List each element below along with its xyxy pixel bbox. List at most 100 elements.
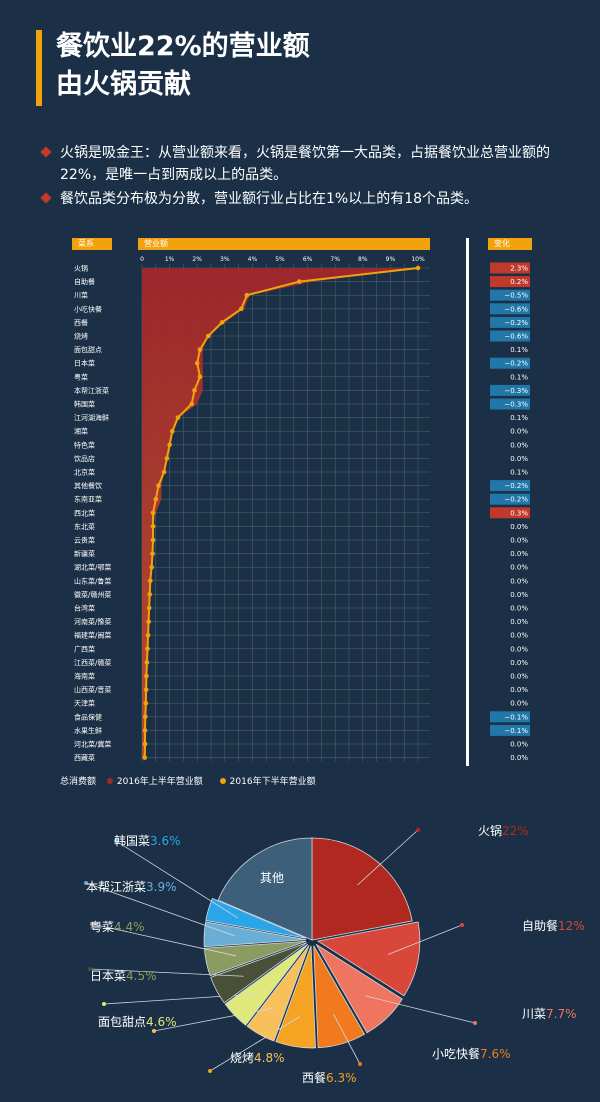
pie-leader-line	[91, 923, 237, 957]
series-h2-point	[189, 401, 194, 407]
series-h2-point	[150, 551, 155, 556]
change-badge	[490, 262, 530, 274]
change-badge	[490, 276, 530, 288]
pie-slice-percent: 4.4%	[114, 920, 145, 934]
change-value: 0.0%	[510, 441, 528, 449]
pie-slice	[210, 942, 307, 1004]
pie-slice-percent: 4.6%	[146, 1015, 177, 1029]
pie-leader-dot	[358, 1062, 362, 1066]
series-h2-point	[147, 592, 153, 597]
category-label: 东南亚菜	[74, 495, 102, 504]
category-label: 河南菜/豫菜	[74, 617, 111, 626]
series-h2-point	[167, 442, 172, 448]
category-label: 山东菜/鲁菜	[74, 576, 111, 585]
change-badge	[490, 330, 530, 342]
category-label: 广西菜	[74, 644, 95, 653]
series-h2-point	[161, 469, 167, 475]
bullet-item: 餐饮品类分布极为分散，营业额行业占比在1%以上的有18个品类。	[40, 188, 570, 210]
series-h2-point	[239, 306, 244, 312]
x-tick-label: 3%	[220, 256, 230, 263]
category-label: 火锅	[74, 264, 88, 273]
pie-slice-label: 面包甜点4.6%	[98, 1015, 177, 1029]
change-header: 变化	[488, 238, 532, 250]
pie-slice-label: 小吃快餐7.6%	[432, 1046, 511, 1061]
change-value: 0.0%	[510, 645, 528, 653]
change-value: 0.0%	[510, 455, 528, 463]
change-value: 0.3%	[510, 509, 528, 517]
series-h2-point	[197, 374, 203, 380]
legend-title: 总消费额	[60, 777, 97, 787]
pie-leader-dot	[152, 1029, 156, 1033]
category-label: 食品保健	[74, 712, 102, 721]
x-tick-label: 10%	[411, 256, 425, 263]
bullet-list: 火锅是吸金王：从营业额来看，火锅是餐饮第一大品类，占据餐饮业总营业额的22%，是…	[40, 142, 570, 212]
pie-leader-dot	[208, 1069, 212, 1073]
category-label: 北京菜	[74, 468, 95, 477]
change-value: 0.0%	[510, 673, 528, 681]
bullet-text: 火锅是吸金王：从营业额来看，火锅是餐饮第一大品类，占据餐饮业总营业额的22%，是…	[60, 145, 550, 183]
diamond-icon	[40, 146, 52, 158]
legend-h1-label: 2016年上半年营业额	[116, 777, 203, 787]
category-label: 云贵菜	[74, 536, 95, 545]
pie-slice	[316, 921, 421, 997]
change-badge	[490, 303, 530, 315]
category-header: 菜系	[72, 238, 112, 250]
pie-slice-percent: 7.7%	[546, 1007, 577, 1021]
series-h2-point	[143, 700, 149, 706]
pie-leader-dot	[84, 881, 88, 885]
series-h2-point	[146, 619, 151, 624]
pie-leader-line	[387, 924, 463, 955]
category-label: 西藏菜	[74, 753, 95, 762]
series-h2-point	[297, 279, 302, 284]
change-value: 0.0%	[510, 591, 528, 599]
change-value: 0.0%	[510, 564, 528, 572]
change-value: −0.1%	[504, 713, 528, 721]
category-label: 天津菜	[74, 699, 95, 708]
pie-slice-label: 火锅22%	[478, 823, 529, 838]
change-value: −0.2%	[504, 319, 528, 327]
series-h2-point	[144, 660, 150, 665]
revenue-header: 营业额	[138, 238, 430, 250]
change-badge	[490, 493, 530, 505]
series-h2-point	[205, 333, 211, 339]
pie-slice-name: 自助餐	[522, 918, 558, 933]
category-label: 本帮江浙菜	[74, 386, 109, 395]
change-value: −0.2%	[504, 496, 528, 504]
pie-slice	[275, 945, 316, 1049]
category-label: 川菜	[74, 291, 88, 300]
pie-slice-percent: 22%	[502, 824, 529, 838]
category-label: 韩国菜	[74, 400, 95, 409]
x-tick-label: 9%	[386, 256, 396, 263]
pie-slice	[313, 945, 366, 1049]
pie-slice-label: 日本菜4.5%	[90, 969, 157, 983]
pie-leader-line	[365, 995, 476, 1024]
category-label: 饮品店	[74, 454, 95, 463]
series-h2-point	[244, 292, 250, 298]
pie-slice-name: 火锅	[478, 823, 502, 838]
change-badge	[490, 480, 530, 492]
change-badge	[490, 398, 530, 410]
legend-h2-marker	[219, 777, 226, 784]
series-h2-point	[149, 564, 154, 570]
pie-leader-line	[209, 1016, 301, 1072]
x-tick-label: 6%	[303, 256, 313, 263]
pie-slice-percent: 7.6%	[480, 1047, 511, 1061]
change-value: −0.2%	[504, 360, 528, 368]
change-value: 2.3%	[510, 265, 528, 273]
revenue-share-pie-chart: 火锅22% 自助餐12% 川菜7.7% 小吃快餐7.6% 西餐6.3% 烧烤4.8% 面包甜…	[84, 823, 585, 1085]
pie-slice-label: 本帮江浙菜3.9%	[86, 880, 177, 894]
x-tick-label: 1%	[165, 256, 175, 263]
change-value: 0.0%	[510, 428, 528, 436]
series-h1-area	[142, 268, 413, 758]
pie-leader-dot	[473, 1021, 477, 1025]
category-label: 湘菜	[74, 427, 88, 436]
category-label: 西餐	[74, 318, 88, 327]
change-value: 0.1%	[510, 414, 528, 422]
pie-slice-percent: 4.5%	[126, 969, 157, 983]
category-label: 福建菜/闽菜	[74, 631, 111, 640]
x-tick-label: 8%	[358, 256, 368, 263]
legend-h1-marker	[106, 777, 113, 784]
pie-slice-label: 其他	[260, 871, 284, 885]
pie-leader-dot	[88, 967, 92, 971]
change-badge	[490, 289, 530, 301]
